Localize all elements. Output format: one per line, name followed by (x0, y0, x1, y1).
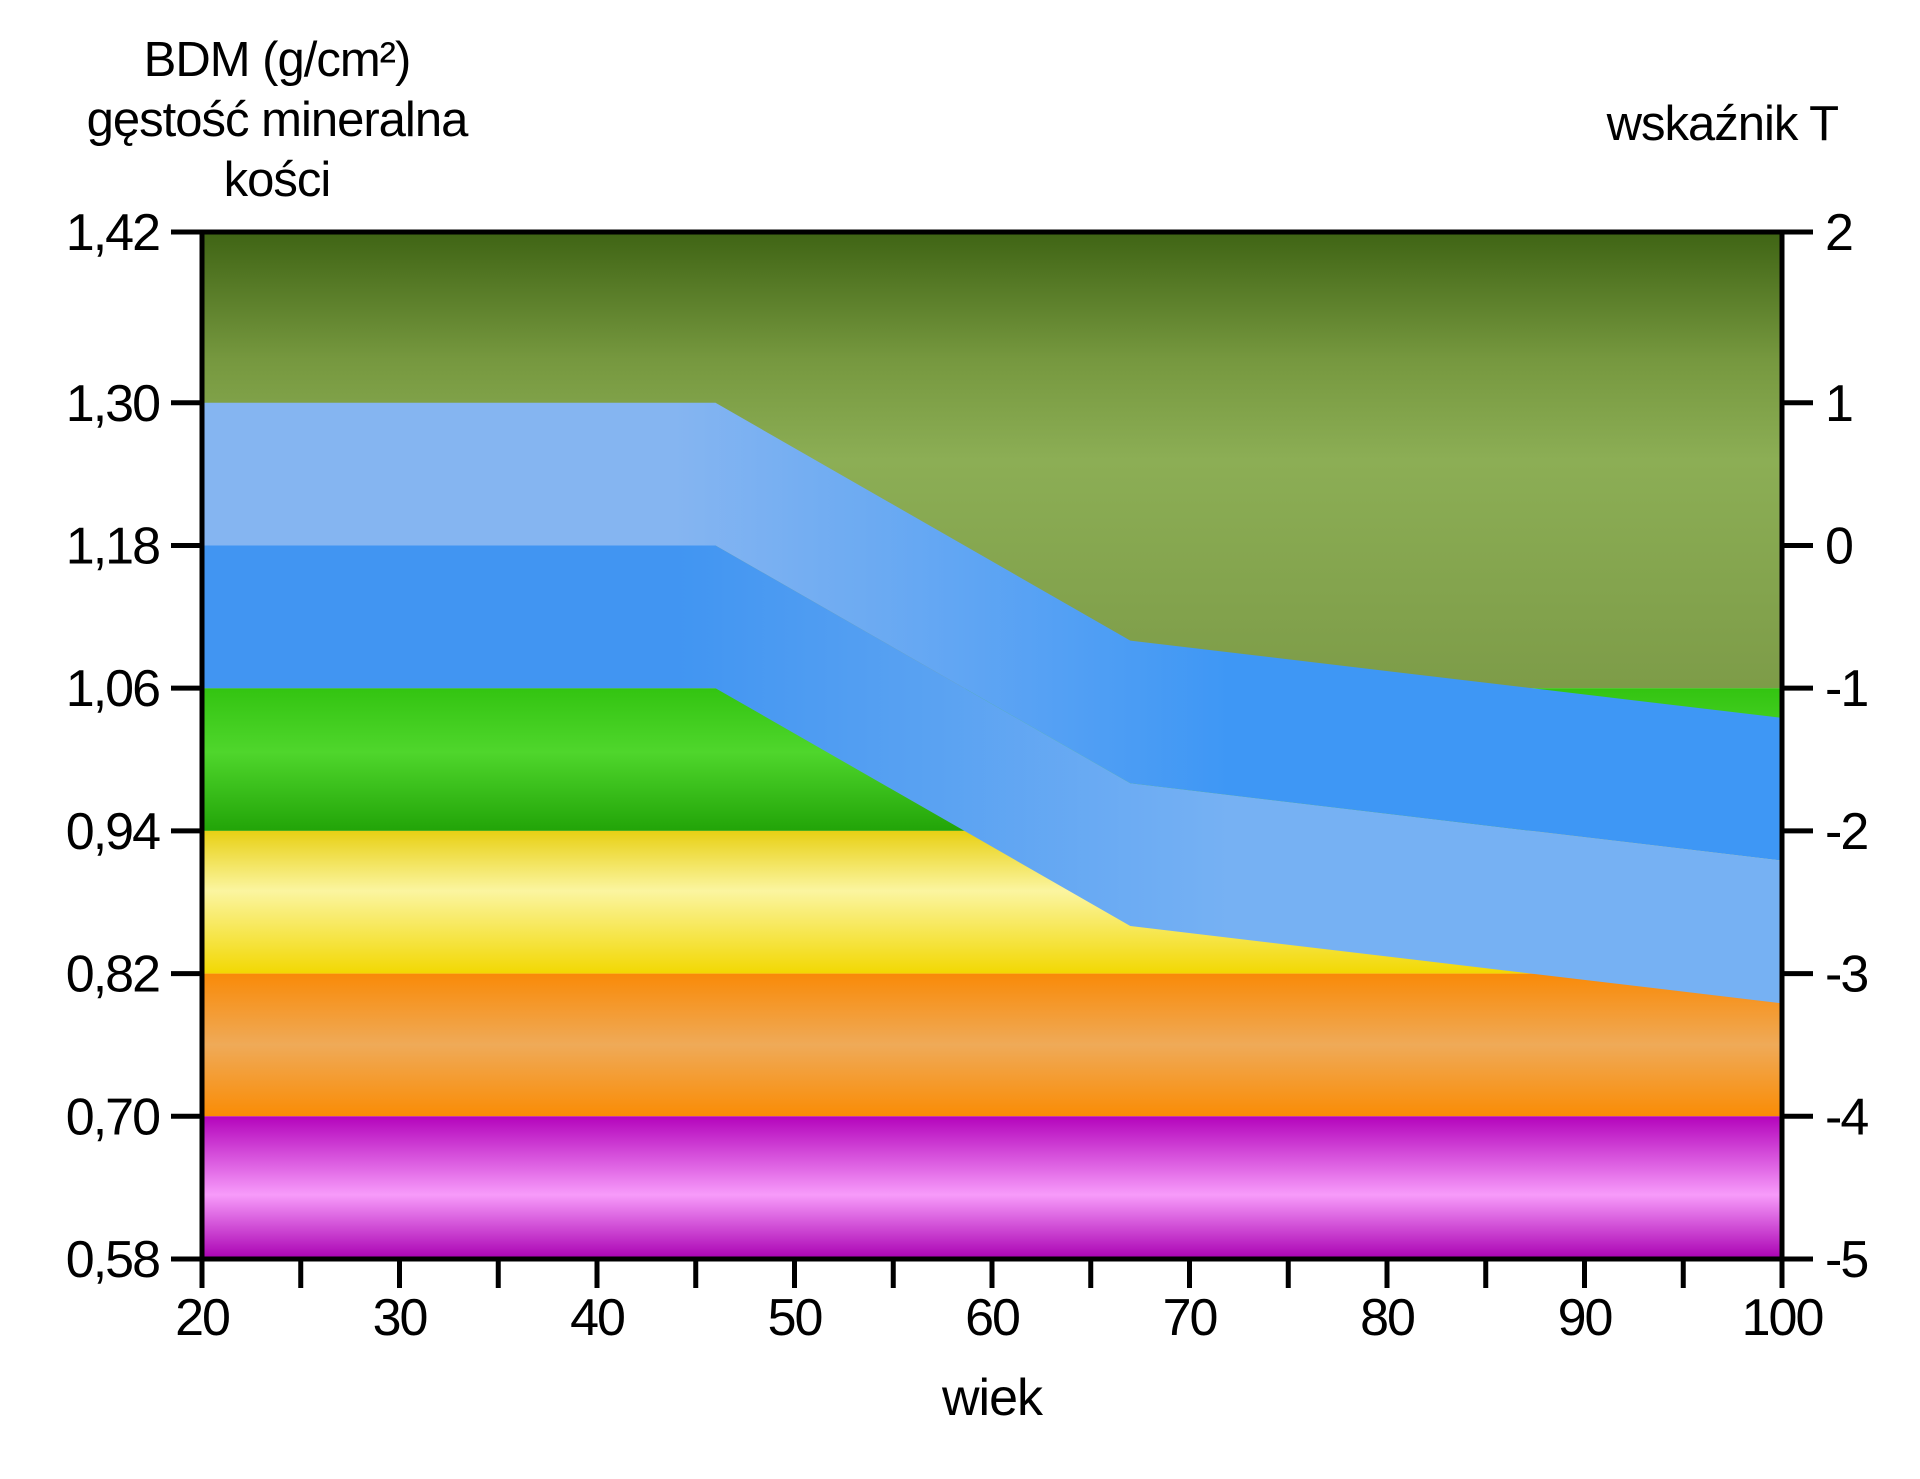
x-tick-label: 90 (1558, 1289, 1612, 1347)
zone-magenta (202, 1116, 1782, 1259)
y-left-tick-label: 1,18 (66, 517, 159, 575)
x-tick-label: 50 (768, 1289, 822, 1347)
y-right-tick-label: -3 (1825, 946, 1867, 1004)
x-tick-label: 70 (1163, 1289, 1217, 1347)
right-axis-title: wskaźnik T (1606, 97, 1839, 151)
x-tick-label: 60 (965, 1289, 1019, 1347)
y-right-tick-label: 1 (1825, 375, 1852, 433)
x-tick-label: 80 (1360, 1289, 1414, 1347)
y-right-tick-label: -2 (1825, 803, 1867, 861)
left-axis-title-line1: BDM (g/cm²) (143, 33, 412, 87)
x-tick-label: 30 (373, 1289, 427, 1347)
x-tick-label: 40 (570, 1289, 624, 1347)
x-tick-label: 100 (1742, 1289, 1823, 1347)
y-left-tick-label: 1,06 (66, 660, 159, 718)
y-left-tick-label: 0,70 (66, 1088, 159, 1146)
y-left-tick-label: 0,82 (66, 946, 159, 1004)
y-left-tick-label: 0,58 (66, 1231, 159, 1289)
y-right-tick-label: 2 (1825, 204, 1852, 262)
y-right-tick-label: -1 (1825, 660, 1867, 718)
left-axis-title: BDM (g/cm²) gęstość mineralna kości (38, 30, 516, 210)
left-axis-title-line2: gęstość mineralna kości (86, 93, 469, 207)
y-right-tick-label: -4 (1825, 1088, 1868, 1146)
y-right-tick-label: 0 (1825, 517, 1852, 575)
reference-band-lower (202, 545, 1782, 1004)
x-axis-title: wiek (941, 1369, 1043, 1427)
x-tick-label: 20 (175, 1289, 229, 1347)
reference-band-upper (202, 402, 1782, 861)
y-right-tick-label: -5 (1825, 1231, 1867, 1289)
y-left-tick-label: 0,94 (66, 803, 160, 861)
y-left-tick-label: 1,30 (66, 375, 159, 433)
zone-orange (202, 973, 1782, 1117)
y-left-tick-label: 1,42 (66, 204, 159, 262)
